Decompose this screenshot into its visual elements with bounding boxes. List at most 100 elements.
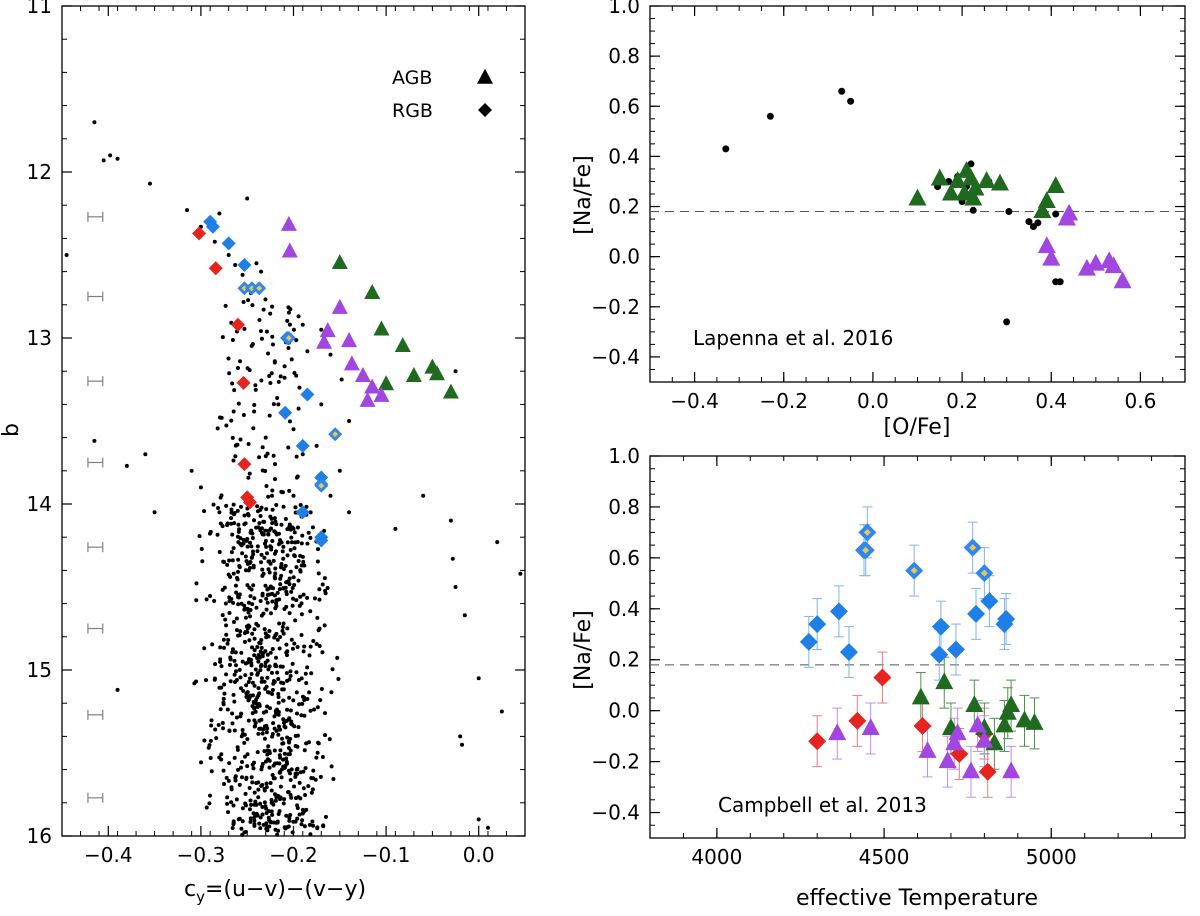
rgb-marker bbox=[237, 257, 252, 272]
field-star bbox=[264, 684, 269, 689]
field-star bbox=[243, 661, 248, 666]
field-star bbox=[276, 828, 281, 833]
field-star bbox=[264, 730, 269, 735]
field-star bbox=[322, 576, 327, 581]
field-star bbox=[290, 603, 295, 608]
agb-lowna-marker bbox=[930, 168, 949, 186]
field-star bbox=[282, 765, 287, 770]
field-star bbox=[266, 809, 271, 814]
field-star bbox=[270, 687, 275, 692]
field-star bbox=[311, 823, 316, 828]
field-star bbox=[230, 825, 235, 830]
field-star bbox=[259, 783, 264, 788]
field-star bbox=[302, 824, 307, 829]
field-star bbox=[232, 388, 237, 393]
field-star bbox=[221, 768, 226, 773]
field-star bbox=[255, 644, 260, 649]
field-star bbox=[264, 781, 269, 786]
rgb-highna-center bbox=[285, 335, 292, 341]
agb-lowna-marker bbox=[1033, 201, 1052, 219]
field-star bbox=[271, 558, 276, 563]
field-star bbox=[284, 642, 289, 647]
panel-annotation: Lapenna et al. 2016 bbox=[693, 326, 893, 350]
x-tick-label: 4000 bbox=[691, 845, 742, 869]
agb-highna-marker bbox=[1104, 256, 1123, 274]
field-star bbox=[231, 546, 236, 551]
field-star bbox=[246, 698, 251, 703]
field-star bbox=[319, 686, 324, 691]
field-star bbox=[303, 793, 308, 798]
field-star bbox=[246, 680, 251, 685]
field-star bbox=[262, 627, 267, 632]
field-star bbox=[322, 528, 327, 533]
field-star bbox=[328, 352, 333, 357]
field-star bbox=[282, 364, 287, 369]
field-star bbox=[252, 596, 257, 601]
field-star bbox=[259, 676, 264, 681]
field-star bbox=[108, 153, 113, 158]
field-star bbox=[243, 791, 248, 796]
rgb-lowna-marker bbox=[230, 317, 245, 332]
y-tick-label: 0.4 bbox=[608, 144, 640, 168]
field-star bbox=[283, 517, 288, 522]
field-star bbox=[308, 832, 313, 837]
field-star bbox=[246, 511, 251, 516]
field-star bbox=[256, 686, 261, 691]
field-star bbox=[285, 678, 290, 683]
agb-highna-marker bbox=[354, 366, 371, 382]
field-star bbox=[284, 589, 289, 594]
rgb-lowna-marker bbox=[208, 261, 223, 276]
y-axis-title: b bbox=[0, 423, 24, 437]
field-star bbox=[226, 356, 231, 361]
field-star bbox=[286, 310, 291, 315]
field-star bbox=[280, 736, 285, 741]
field-star bbox=[265, 752, 270, 757]
field-star bbox=[225, 795, 230, 800]
field-star bbox=[287, 522, 292, 527]
field-star bbox=[288, 307, 293, 312]
field-star bbox=[261, 307, 266, 312]
agb-highna-marker bbox=[280, 215, 297, 231]
field-star bbox=[264, 596, 269, 601]
field-star bbox=[265, 690, 270, 695]
agb-lowna-marker bbox=[908, 188, 927, 206]
field-star bbox=[265, 675, 270, 680]
y-tick-label: 0.0 bbox=[608, 699, 640, 723]
field-star bbox=[232, 521, 237, 526]
field-star bbox=[288, 708, 293, 713]
field-star bbox=[239, 760, 244, 765]
field-star bbox=[270, 734, 275, 739]
field-star bbox=[294, 711, 299, 716]
field-star bbox=[291, 493, 296, 498]
field-star bbox=[300, 322, 305, 327]
field-star bbox=[283, 563, 288, 568]
rgb-lowna-marker bbox=[242, 495, 257, 510]
field-star bbox=[206, 745, 211, 750]
field-star bbox=[282, 825, 287, 830]
field-star bbox=[257, 521, 262, 526]
field-star bbox=[236, 602, 241, 607]
field-star bbox=[227, 728, 232, 733]
field-star bbox=[290, 830, 295, 835]
field-star bbox=[315, 705, 320, 710]
field-star bbox=[247, 638, 252, 643]
field-star bbox=[220, 720, 225, 725]
field-star bbox=[264, 806, 269, 811]
field-star bbox=[222, 682, 227, 687]
field-star bbox=[250, 602, 255, 607]
agb-lowna-marker bbox=[955, 183, 974, 201]
field-star bbox=[305, 697, 310, 702]
field-star bbox=[453, 585, 458, 589]
field-star bbox=[275, 832, 280, 837]
field-star bbox=[294, 475, 299, 480]
field-star bbox=[266, 532, 271, 537]
rgb-lowna-marker bbox=[808, 732, 827, 751]
field-star bbox=[260, 654, 265, 659]
field-star bbox=[270, 521, 275, 526]
field-star bbox=[301, 649, 306, 654]
field-star bbox=[291, 698, 296, 703]
literature-star bbox=[1056, 278, 1064, 286]
agb-highna-marker bbox=[1060, 203, 1079, 221]
field-star bbox=[252, 823, 257, 828]
field-star bbox=[227, 595, 232, 600]
